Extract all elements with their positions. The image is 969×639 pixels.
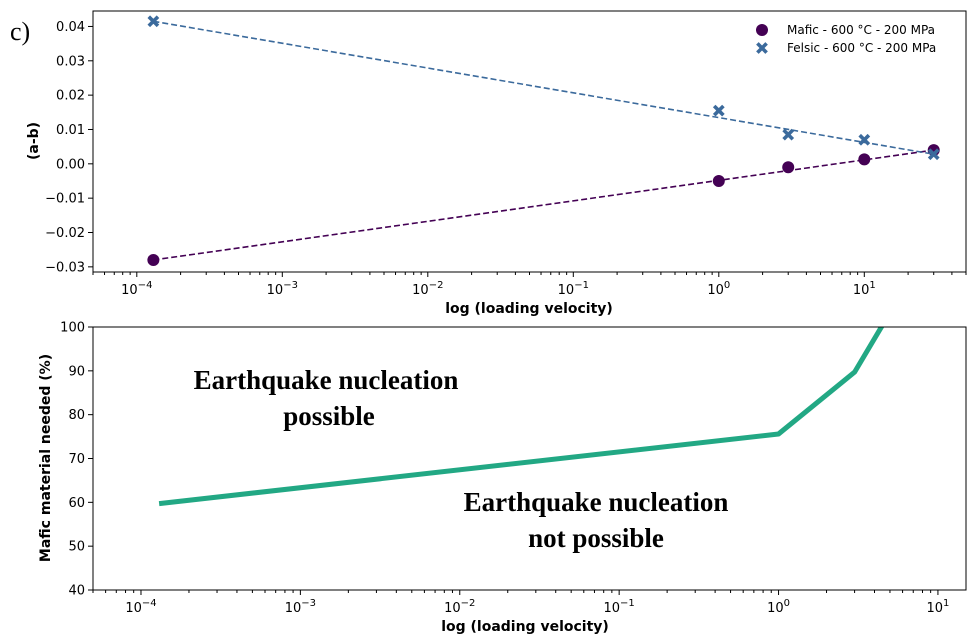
y-tick-label: 100 xyxy=(60,321,85,336)
mafic-needed-line xyxy=(158,327,885,507)
mafic-point xyxy=(858,153,871,166)
x-tick-label: 10−4 xyxy=(121,280,152,298)
x-tick-label: 101 xyxy=(853,280,876,298)
bottom-x-axis: 10−4 10−3 10−2 10−1 100 101 xyxy=(92,590,949,616)
legend-marker-felsic xyxy=(756,42,768,54)
felsic-point-stroke-b xyxy=(147,15,160,28)
legend-item-mafic: Mafic - 600 °C - 200 MPa xyxy=(756,23,935,37)
y-tick-label: 0.00 xyxy=(56,157,85,172)
felsic-point xyxy=(712,104,725,117)
y-tick-label: 0.01 xyxy=(56,123,85,138)
top-panel: c) −0.03 −0.02 −0.01 0.00 0.01 0.02 0.03 0.04 1… xyxy=(10,10,967,317)
felsic-point xyxy=(147,15,160,28)
bottom-y-axis-label: Mafic material needed (%) xyxy=(38,354,54,562)
top-y-axis-label: (a-b) xyxy=(26,122,42,160)
top-plot-area xyxy=(147,15,940,266)
y-tick-label: 0.04 xyxy=(56,20,85,35)
y-tick-label: 80 xyxy=(68,408,85,423)
annotation-possible: Earthquake nucleation possible xyxy=(194,365,459,431)
legend-label-felsic: Felsic - 600 °C - 200 MPa xyxy=(787,41,936,55)
annotation-possible-line1: Earthquake nucleation xyxy=(194,365,459,395)
bottom-x-axis-label: log (loading velocity) xyxy=(441,619,609,635)
felsic-point-stroke-b xyxy=(927,148,940,161)
bottom-panel: 40 50 60 70 80 90 100 10−4 10−3 10−2 10−1 100 101 l… xyxy=(38,321,967,635)
y-tick-label: 60 xyxy=(68,496,85,511)
felsic-trend-line xyxy=(153,20,934,155)
y-tick-label: 40 xyxy=(68,584,85,599)
x-tick-label: 10−1 xyxy=(604,598,635,616)
y-tick-label: 90 xyxy=(68,364,85,379)
y-tick-label: −0.01 xyxy=(45,192,85,207)
felsic-point-stroke-b xyxy=(712,104,725,117)
x-tick-label: 10−3 xyxy=(285,598,316,616)
x-tick-label: 100 xyxy=(707,280,730,298)
annotation-not-possible-line1: Earthquake nucleation xyxy=(464,487,729,517)
legend-x-glyph-stroke-b xyxy=(756,42,768,54)
x-tick-label: 101 xyxy=(926,598,949,616)
x-tick-label: 10−2 xyxy=(444,598,475,616)
top-x-axis: 10−4 10−3 10−2 10−1 100 101 xyxy=(92,272,967,298)
annotation-not-possible-line2: not possible xyxy=(528,523,664,553)
felsic-point xyxy=(782,128,795,141)
y-tick-label: 50 xyxy=(68,540,85,555)
legend: Mafic - 600 °C - 200 MPa Felsic - 600 °C… xyxy=(756,23,936,55)
legend-item-felsic: Felsic - 600 °C - 200 MPa xyxy=(756,41,936,55)
felsic-point-stroke-b xyxy=(858,133,871,146)
annotation-not-possible: Earthquake nucleation not possible xyxy=(464,487,729,553)
y-tick-label: −0.02 xyxy=(45,226,85,241)
legend-marker-mafic xyxy=(756,24,768,36)
felsic-point-stroke-b xyxy=(782,128,795,141)
mafic-trend-line xyxy=(153,149,934,261)
x-tick-label: 10−1 xyxy=(558,280,589,298)
mafic-point xyxy=(147,253,160,266)
x-tick-label: 100 xyxy=(767,598,790,616)
bottom-y-axis: 40 50 60 70 80 90 100 xyxy=(60,321,93,599)
mafic-point xyxy=(712,174,725,187)
bottom-plot-area xyxy=(158,327,885,507)
mafic-point xyxy=(782,161,795,174)
felsic-point xyxy=(858,133,871,146)
top-x-axis-label: log (loading velocity) xyxy=(445,301,613,317)
top-y-axis: −0.03 −0.02 −0.01 0.00 0.01 0.02 0.03 0.04 xyxy=(45,20,93,275)
x-tick-label: 10−4 xyxy=(125,598,156,616)
y-tick-label: 70 xyxy=(68,452,85,467)
y-tick-label: −0.03 xyxy=(45,260,85,275)
panel-label: c) xyxy=(10,17,30,46)
legend-x-glyph xyxy=(756,42,768,54)
y-tick-label: 0.03 xyxy=(56,54,85,69)
annotation-possible-line2: possible xyxy=(283,401,375,431)
x-tick-label: 10−2 xyxy=(412,280,443,298)
y-tick-label: 0.02 xyxy=(56,89,85,104)
felsic-point xyxy=(927,148,940,161)
x-tick-label: 10−3 xyxy=(267,280,298,298)
legend-label-mafic: Mafic - 600 °C - 200 MPa xyxy=(787,23,935,37)
